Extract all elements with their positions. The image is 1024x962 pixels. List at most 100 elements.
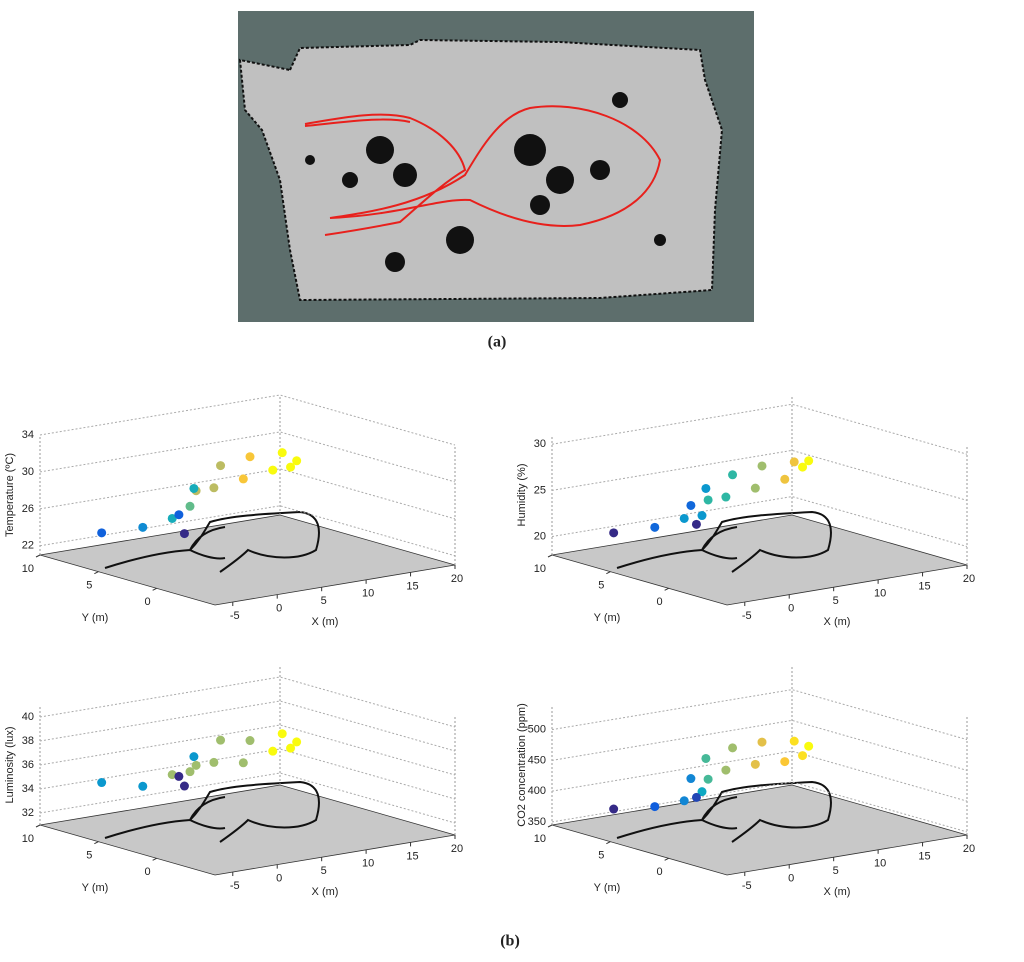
x-tick-label: 0	[276, 603, 282, 615]
data-point	[189, 752, 199, 762]
data-point	[292, 456, 302, 466]
data-point	[798, 751, 808, 761]
grid-line	[551, 719, 968, 771]
x-tick-label: 20	[963, 573, 975, 585]
y-tick	[94, 571, 99, 575]
y-tick	[606, 841, 611, 845]
data-point	[757, 461, 767, 471]
x-axis-label: X (m)	[312, 886, 339, 898]
z-tick-label: 38	[22, 735, 34, 747]
data-point	[679, 513, 689, 523]
y-tick	[606, 571, 611, 575]
y-tick	[35, 824, 41, 828]
data-point	[179, 781, 189, 791]
z-tick-label: 32	[22, 807, 34, 819]
y-tick-label: 5	[598, 580, 604, 592]
chart-panel: 32 34 36 38 40 -5 0 5 10 15 20 10 5 0 X (m) Y (m) Lumino…	[4, 665, 463, 898]
y-tick-label: 10	[534, 563, 546, 575]
y-axis-label: Y (m)	[82, 612, 109, 624]
data-point	[650, 802, 660, 812]
z-tick-label: 30	[22, 466, 34, 478]
data-point	[286, 462, 296, 472]
z-tick-label: 34	[22, 429, 34, 441]
z-tick-label: 26	[22, 503, 34, 515]
x-tick-label: 10	[362, 588, 374, 600]
z-axis-label: Luminosity (lux)	[4, 726, 16, 803]
y-tick-label: 10	[22, 833, 34, 845]
y-tick-label: 10	[22, 563, 34, 575]
grid-line	[39, 431, 456, 483]
x-tick-label: 5	[833, 865, 839, 877]
y-tick	[547, 554, 553, 558]
floor	[39, 784, 456, 876]
data-point	[650, 522, 660, 532]
y-tick	[547, 824, 553, 828]
z-tick-label: 34	[22, 783, 34, 795]
floor	[551, 784, 968, 876]
data-point	[179, 529, 189, 539]
data-point	[174, 510, 184, 520]
data-point	[686, 500, 696, 510]
grid-line	[551, 449, 968, 501]
data-point	[691, 792, 701, 802]
grid-line	[551, 496, 968, 548]
y-tick	[35, 554, 41, 558]
data-point	[268, 746, 278, 756]
z-tick-label: 450	[528, 754, 546, 766]
y-tick-label: 0	[145, 866, 151, 878]
data-point	[721, 492, 731, 502]
data-point	[697, 787, 707, 797]
data-point	[209, 757, 219, 767]
data-point	[703, 774, 713, 784]
x-tick-label: 15	[918, 850, 930, 862]
x-tick-label: 0	[788, 603, 794, 615]
data-point	[216, 735, 226, 745]
data-point	[686, 774, 696, 784]
data-point	[138, 522, 148, 532]
y-tick-label: 5	[86, 850, 92, 862]
data-point	[728, 470, 738, 480]
x-axis-label: X (m)	[824, 886, 851, 898]
data-point	[804, 741, 814, 751]
data-point	[701, 753, 711, 763]
y-axis-label: Y (m)	[82, 882, 109, 894]
x-tick-label: 20	[451, 843, 463, 855]
data-point	[721, 765, 731, 775]
grid-line	[39, 468, 456, 520]
z-axis-label: CO2 concentration (ppm)	[516, 703, 528, 827]
data-point	[728, 743, 738, 753]
grid-line	[551, 689, 968, 741]
grid-line	[551, 403, 968, 455]
x-tick-label: 5	[321, 595, 327, 607]
caption: (a)	[488, 334, 507, 351]
data-point	[780, 757, 790, 767]
grid-line	[39, 394, 456, 446]
x-tick-label: 5	[833, 595, 839, 607]
z-tick-label: 36	[22, 759, 34, 771]
data-point	[757, 737, 767, 747]
data-point	[703, 495, 713, 505]
data-point	[277, 729, 287, 739]
x-tick-label: 20	[963, 843, 975, 855]
x-tick-label: 10	[362, 858, 374, 870]
data-point	[238, 474, 248, 484]
chart-panel: 20 25 30 -5 0 5 10 15 20 10 5 0 X (m) Y (m) Humidity (…	[516, 395, 975, 628]
data-point	[97, 528, 107, 538]
x-tick-label: 20	[451, 573, 463, 585]
y-tick	[152, 587, 157, 591]
z-tick-label: 40	[22, 711, 34, 723]
z-tick-label: 30	[534, 438, 546, 450]
data-point	[691, 519, 701, 529]
data-point	[804, 456, 814, 466]
chart-panel: 22 26 30 34 -5 0 5 10 15 20 10 5 0 X (m) Y (m) Temperat…	[4, 394, 463, 628]
y-tick-label: 0	[145, 596, 151, 608]
x-tick-label: 0	[276, 873, 282, 885]
y-tick	[664, 587, 669, 591]
data-point	[798, 462, 808, 472]
data-point	[189, 483, 199, 493]
grid-line	[39, 700, 456, 752]
data-point	[185, 501, 195, 511]
y-tick-label: 5	[598, 850, 604, 862]
z-tick-label: 22	[22, 540, 34, 552]
